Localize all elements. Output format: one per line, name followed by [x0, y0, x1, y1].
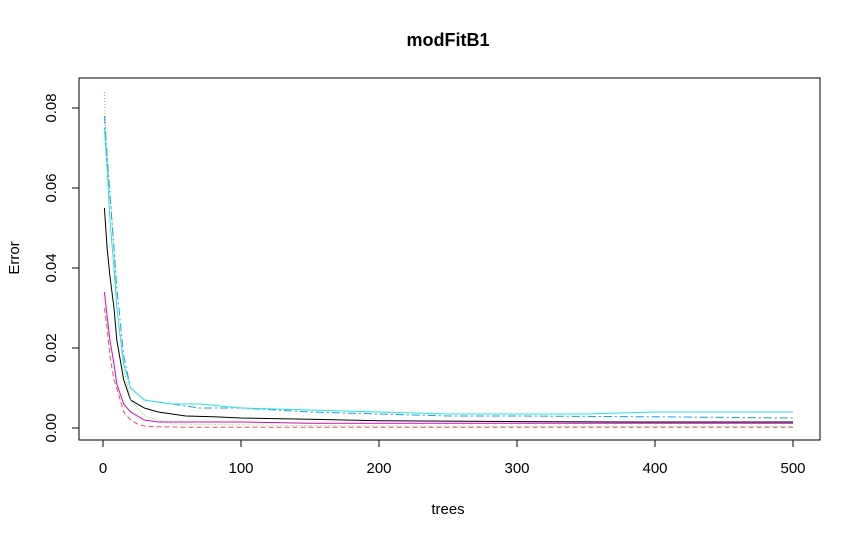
y-tick-label: 0.08: [43, 93, 60, 122]
y-tick-label: 0.00: [43, 413, 60, 442]
x-axis: 0 100 200 300 400 500: [99, 439, 806, 477]
series-line-6: [103, 291, 793, 424]
series-group: [103, 91, 794, 428]
series-line-2: [103, 307, 793, 428]
series-line-1: [103, 207, 793, 423]
x-tick-label: 500: [780, 460, 805, 477]
plot-frame: [78, 77, 821, 441]
x-tick-label: 300: [504, 460, 529, 477]
x-tick-label: 200: [366, 460, 391, 477]
series-line-4: [103, 115, 794, 419]
y-tick-label: 0.06: [43, 173, 60, 202]
series-line-5: [103, 127, 793, 415]
y-tick-label: 0.04: [43, 253, 60, 282]
chart-title: modFitB1: [407, 30, 490, 50]
y-axis: 0.00 0.02 0.04 0.06 0.08: [43, 93, 80, 443]
x-tick-label: 0: [99, 460, 107, 477]
y-tick-label: 0.02: [43, 333, 60, 362]
series-line-3: [103, 91, 793, 427]
x-tick-label: 400: [642, 460, 667, 477]
x-tick-label: 100: [228, 460, 253, 477]
x-axis-label: trees: [431, 501, 464, 518]
y-axis-label: Error: [6, 241, 23, 274]
